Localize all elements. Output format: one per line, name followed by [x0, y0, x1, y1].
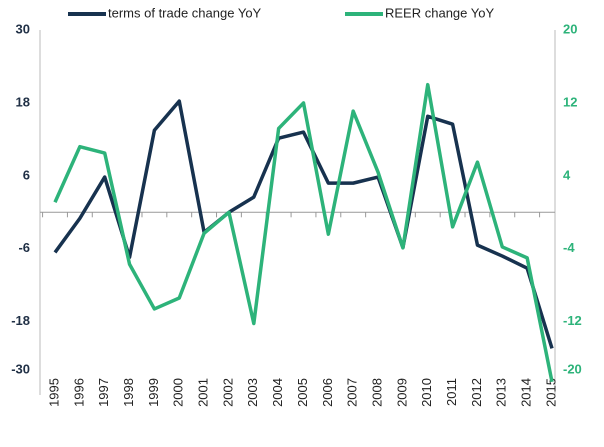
x-tick-label: 2006: [320, 378, 335, 407]
x-tick-label: 2011: [444, 378, 459, 406]
y2-tick-label: 12: [563, 94, 577, 109]
y2-tick-label: 4: [563, 167, 571, 182]
x-tick-label: 2010: [419, 378, 434, 407]
y-tick-label: -18: [11, 313, 30, 328]
x-tick-label: 2002: [220, 378, 235, 407]
y-tick-label: 6: [23, 167, 30, 182]
x-tick-label: 2005: [295, 378, 310, 407]
y2-tick-label: -4: [563, 240, 575, 255]
x-tick-label: 1996: [71, 378, 86, 407]
x-tick-label: 1995: [46, 378, 61, 407]
x-tick-label: 2009: [394, 378, 409, 407]
y-tick-label: 30: [16, 21, 30, 36]
legend-label: REER change YoY: [385, 5, 494, 20]
series-line: [53, 82, 554, 383]
y-tick-label: -30: [11, 361, 30, 376]
x-tick-label: 2013: [494, 378, 509, 407]
series-line: [53, 99, 554, 349]
x-tick-label: 2003: [245, 378, 260, 407]
x-tick-label: 2001: [196, 378, 211, 407]
x-tick-label: 2004: [270, 378, 285, 407]
x-tick-label: 2008: [369, 378, 384, 407]
x-tick-label: 2012: [469, 378, 484, 407]
x-tick-label: 2014: [519, 378, 534, 407]
x-tick-label: 2007: [345, 378, 360, 407]
x-tick-label: 2000: [171, 378, 186, 407]
y2-tick-label: -12: [563, 313, 582, 328]
y-tick-label: 18: [16, 94, 30, 109]
x-tick-label: 2015: [543, 378, 558, 407]
x-tick-label: 1997: [96, 378, 111, 407]
x-tick-label: 1999: [146, 378, 161, 407]
y-tick-label: -6: [18, 240, 30, 255]
y2-tick-label: -20: [563, 361, 582, 376]
y2-tick-label: 20: [563, 21, 577, 36]
x-tick-label: 1998: [121, 378, 136, 407]
legend-label: terms of trade change YoY: [108, 5, 262, 20]
